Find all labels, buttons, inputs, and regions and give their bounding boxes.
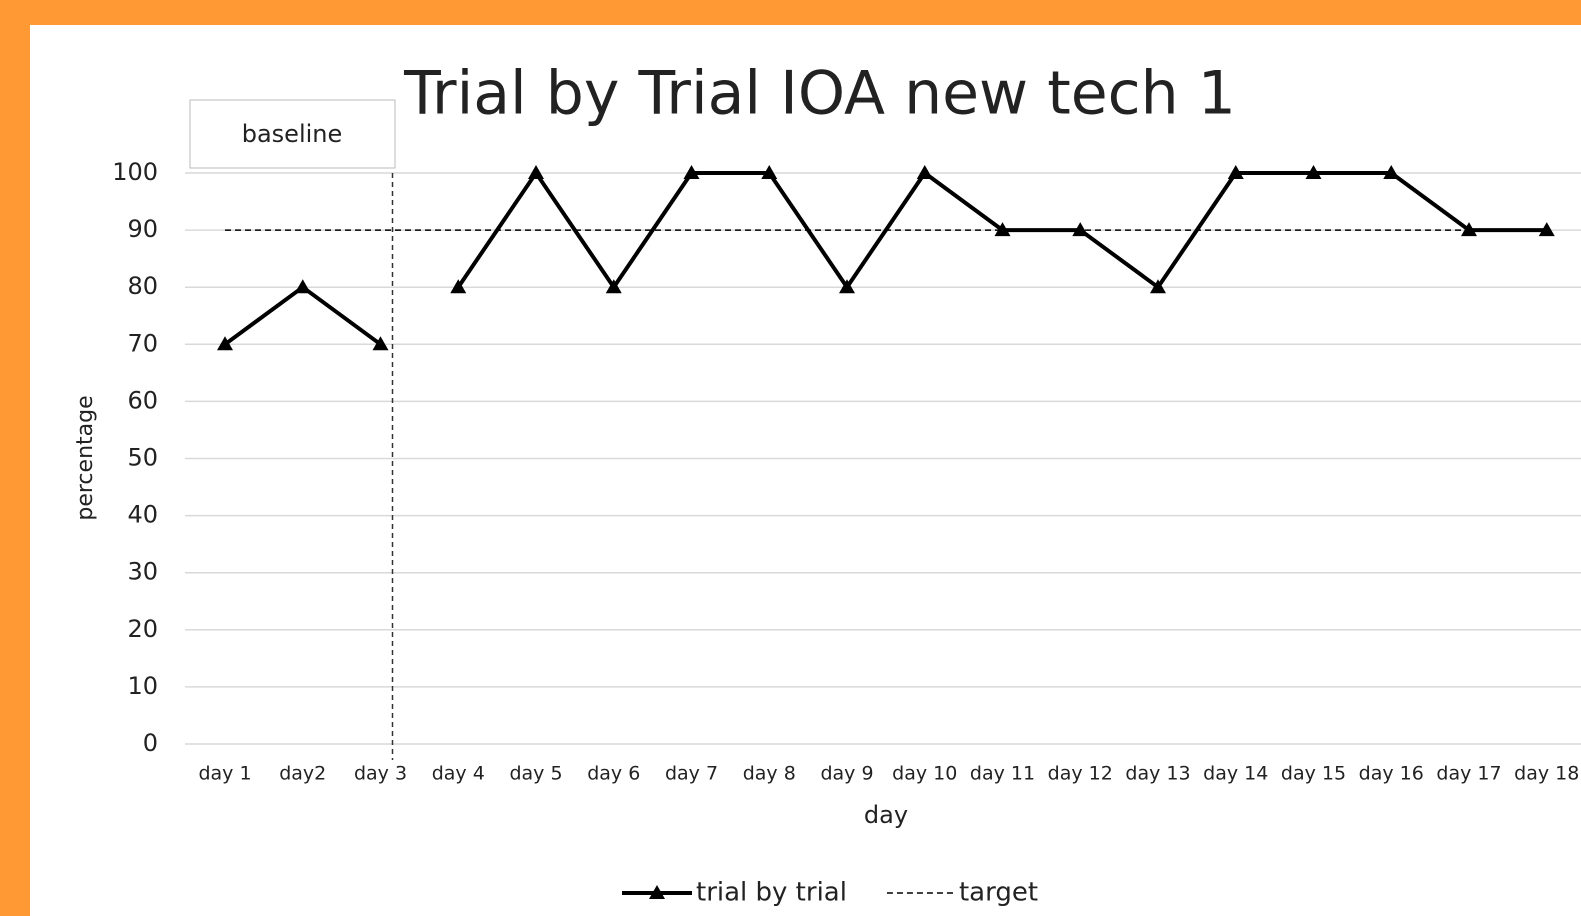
x-tick-label: day 7 — [665, 763, 718, 785]
x-tick-label: day 14 — [1203, 763, 1268, 785]
data-point — [605, 279, 622, 294]
y-tick-label: 60 — [127, 386, 158, 414]
data-point — [294, 279, 311, 294]
data-point — [1072, 222, 1089, 237]
legend-label: trial by trial — [696, 878, 847, 908]
x-tick-label: day 3 — [354, 763, 407, 785]
y-tick-label: 20 — [127, 615, 158, 643]
y-tick-label: 40 — [127, 501, 158, 529]
annotation-box — [189, 99, 396, 169]
y-tick-label: 0 — [143, 729, 158, 757]
x-tick-label: day 12 — [1048, 763, 1113, 785]
data-point — [528, 165, 544, 179]
x-tick-label: day 6 — [587, 763, 640, 785]
legend-label: target — [959, 878, 1038, 908]
y-tick-label: 70 — [127, 329, 158, 357]
x-tick-label: day 11 — [970, 763, 1035, 785]
x-axis-label: day — [864, 801, 908, 829]
data-point — [761, 165, 778, 179]
data-point — [217, 336, 233, 351]
y-tick-label: 50 — [127, 444, 158, 472]
y-tick-label: 100 — [112, 158, 158, 186]
data-point — [1383, 165, 1400, 179]
chart-title: Trial by Trial IOA new tech 1 — [403, 59, 1236, 129]
y-tick-label: 80 — [127, 272, 158, 300]
x-tick-label: day 1 — [198, 763, 251, 785]
x-tick-label: day 9 — [820, 763, 873, 785]
x-tick-label: day 17 — [1436, 763, 1501, 785]
x-tick-label: day 5 — [509, 763, 562, 785]
y-axis-label: percentage — [73, 395, 98, 520]
x-tick-label: day 13 — [1125, 763, 1190, 785]
data-point — [1305, 165, 1322, 179]
data-point — [1461, 222, 1477, 237]
y-tick-label: 90 — [127, 215, 158, 243]
x-tick-label: day 8 — [743, 763, 796, 785]
data-point — [839, 279, 855, 294]
data-point — [1227, 165, 1244, 179]
data-point — [1538, 222, 1555, 237]
y-tick-label: 30 — [127, 558, 158, 586]
x-tick-label: day 15 — [1281, 763, 1346, 785]
data-point — [1150, 279, 1166, 294]
x-tick-label: day 16 — [1359, 763, 1424, 785]
data-point — [916, 165, 933, 179]
data-point — [994, 222, 1011, 237]
x-tick-label: day 18 — [1514, 763, 1579, 785]
x-tick-label: day 10 — [892, 763, 957, 785]
x-tick-label: day2 — [279, 763, 326, 785]
x-tick-label: day 4 — [432, 763, 485, 785]
data-point — [450, 279, 467, 294]
legend-marker — [649, 885, 665, 899]
y-tick-label: 10 — [127, 672, 158, 700]
data-point — [372, 336, 389, 351]
annotation: baseline — [242, 120, 343, 148]
data-point — [683, 165, 700, 179]
